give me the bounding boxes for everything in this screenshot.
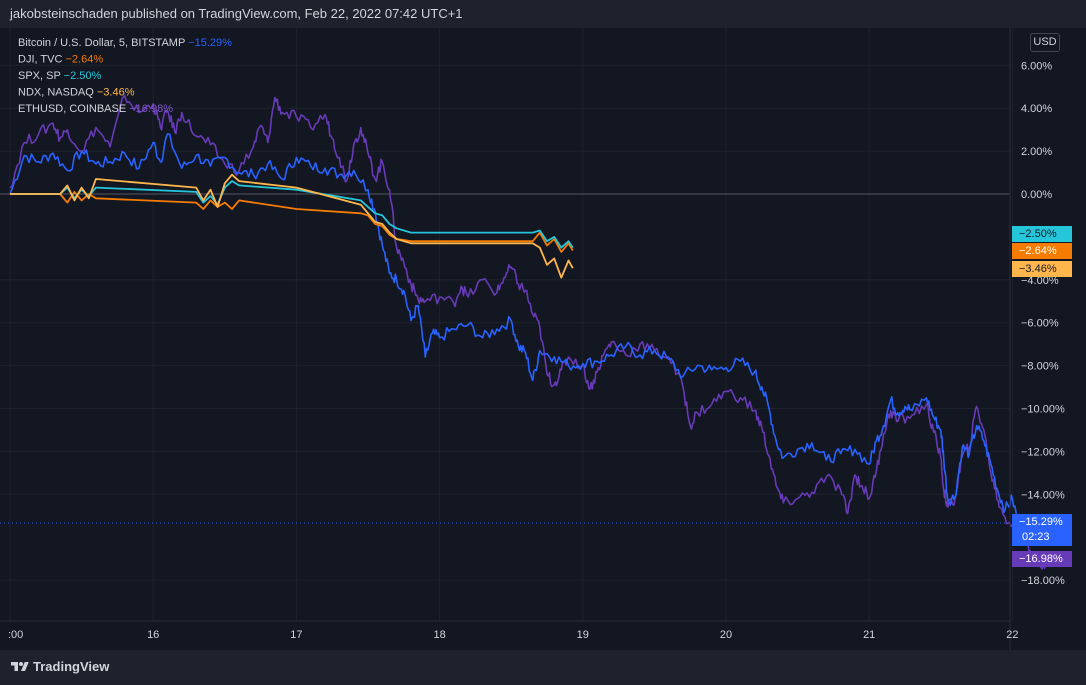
legend-item[interactable]: ETHUSD, COINBASE −16.98% (18, 103, 173, 115)
x-tick-label: 20 (720, 629, 732, 641)
chart-grid (0, 28, 1013, 621)
y-tick-label: 4.00% (1021, 103, 1052, 115)
legend-item[interactable]: Bitcoin / U.S. Dollar, 5, BITSTAMP −15.2… (18, 37, 232, 49)
series-line-ethusd[interactable] (9, 94, 1057, 570)
legend-item[interactable]: DJI, TVC −2.64% (18, 54, 103, 66)
y-tick-label: 6.00% (1021, 60, 1052, 72)
series-line-bitcoin-u-s-dollar[interactable] (9, 133, 1057, 545)
legend-item-name: SPX, SP (18, 70, 64, 82)
y-tick-label: −4.00% (1021, 275, 1059, 287)
x-tick-label: :00 (8, 629, 23, 641)
y-tick-label: 2.00% (1021, 146, 1052, 158)
dji-price-badge: −2.64% (1012, 243, 1072, 259)
legend-item-name: DJI, TVC (18, 54, 65, 66)
legend: Bitcoin / U.S. Dollar, 5, BITSTAMP −15.2… (18, 37, 232, 115)
currency-button[interactable]: USD (1030, 33, 1060, 52)
legend-item[interactable]: SPX, SP −2.50% (18, 70, 101, 82)
y-tick-label: −8.00% (1021, 361, 1059, 373)
series-layer (9, 94, 1057, 570)
btc-price-badge: −15.29% 02:23 (1012, 514, 1072, 546)
legend-item[interactable]: NDX, NASDAQ −3.46% (18, 87, 135, 99)
legend-item-value: −3.46% (97, 87, 135, 99)
y-axis-ticks: 6.00% 4.00% 2.00% 0.00% −4.00% −6.00% −8.00% −1… (1021, 60, 1065, 587)
legend-item-value: −2.50% (64, 70, 102, 82)
btc-countdown: 02:23 (1022, 531, 1050, 543)
btc-price-value: −15.29% (1019, 516, 1063, 528)
x-tick-label: 16 (147, 629, 159, 641)
tradingview-logo-icon (11, 662, 29, 671)
x-tick-label: 19 (577, 629, 589, 641)
x-axis-ticks: :00 16 17 18 19 20 21 22 (8, 629, 1019, 641)
legend-item-value: −2.64% (65, 54, 103, 66)
y-tick-label: −18.00% (1021, 575, 1065, 587)
eth-price-badge: −16.98% (1012, 551, 1072, 567)
y-tick-label: −14.00% (1021, 489, 1065, 501)
footer-brand: TradingView (33, 659, 110, 674)
footer: TradingView (0, 650, 1086, 685)
legend-item-name: NDX, NASDAQ (18, 87, 97, 99)
series-line-ndx[interactable] (10, 173, 574, 279)
x-tick-label: 22 (1006, 629, 1018, 641)
legend-item-name: Bitcoin / U.S. Dollar, 5, BITSTAMP (18, 37, 188, 49)
y-tick-label: −12.00% (1021, 446, 1065, 458)
y-tick-label: −6.00% (1021, 318, 1059, 330)
y-tick-label: −10.00% (1021, 404, 1065, 416)
spx-price-badge: −2.50% (1012, 226, 1072, 242)
legend-item-value: −15.29% (188, 37, 232, 49)
x-tick-label: 21 (863, 629, 875, 641)
legend-item-value: −16.98% (129, 103, 173, 115)
legend-item-name: ETHUSD, COINBASE (18, 103, 129, 115)
x-tick-label: 18 (433, 629, 445, 641)
y-tick-label: 0.00% (1021, 189, 1052, 201)
ndx-price-badge: −3.46% (1012, 261, 1072, 277)
publish-header: jakobsteinschaden published on TradingVi… (0, 0, 1086, 28)
series-line-spx[interactable] (10, 180, 574, 249)
x-tick-label: 17 (290, 629, 302, 641)
